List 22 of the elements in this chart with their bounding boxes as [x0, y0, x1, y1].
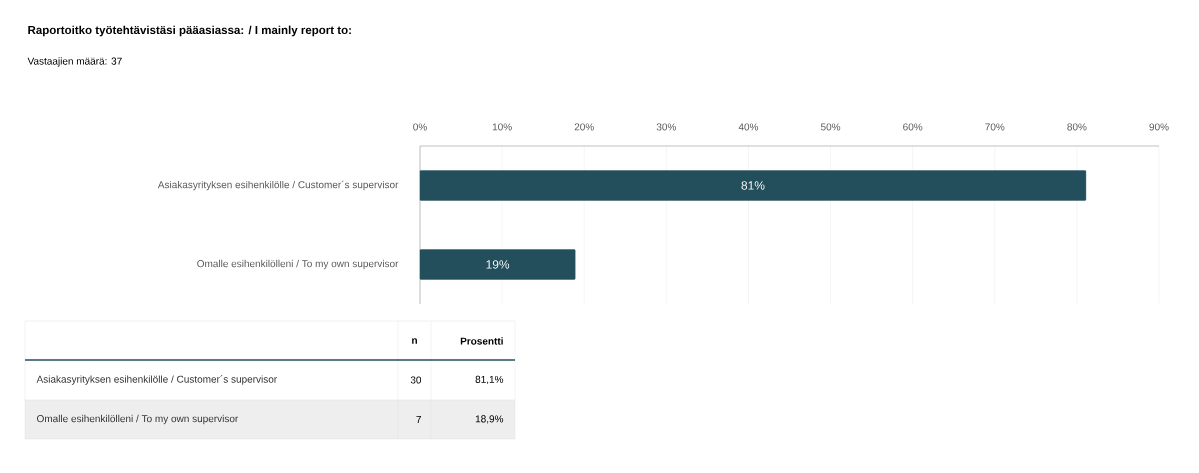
text: 7 — [416, 416, 421, 423]
text: Prosentti — [460, 337, 503, 345]
x-tick-label: 0% — [413, 123, 427, 131]
data-label: 19% — [486, 260, 510, 269]
data-label: 81% — [741, 181, 765, 190]
text: Raportoitko työtehtävistäsi pääasiassa: / I mainly report to: — [28, 25, 351, 37]
text: 18,9% — [475, 415, 504, 424]
x-tick-label: 90% — [1149, 123, 1169, 131]
x-tick-label: 80% — [1067, 123, 1087, 131]
x-tick-label: 10% — [492, 123, 512, 131]
text: n — [412, 338, 417, 344]
x-tick-label: 60% — [903, 123, 923, 131]
x-tick-label: 40% — [738, 123, 759, 131]
text: 30 — [410, 376, 422, 384]
x-tick-label: 70% — [985, 123, 1005, 131]
x-tick-label: 30% — [656, 123, 676, 131]
x-tick-label: 50% — [820, 123, 841, 131]
category-label: Omalle esihenkilölleni / To my own supervisor — [37, 414, 239, 425]
x-tick-label: 20% — [574, 123, 594, 131]
text: 81,1% — [475, 375, 504, 385]
text: Vastaajien määrä: 37 — [27, 57, 122, 67]
category-label: Asiakasyrityksen esihenkilölle / Customer´s supervisor — [36, 375, 277, 385]
